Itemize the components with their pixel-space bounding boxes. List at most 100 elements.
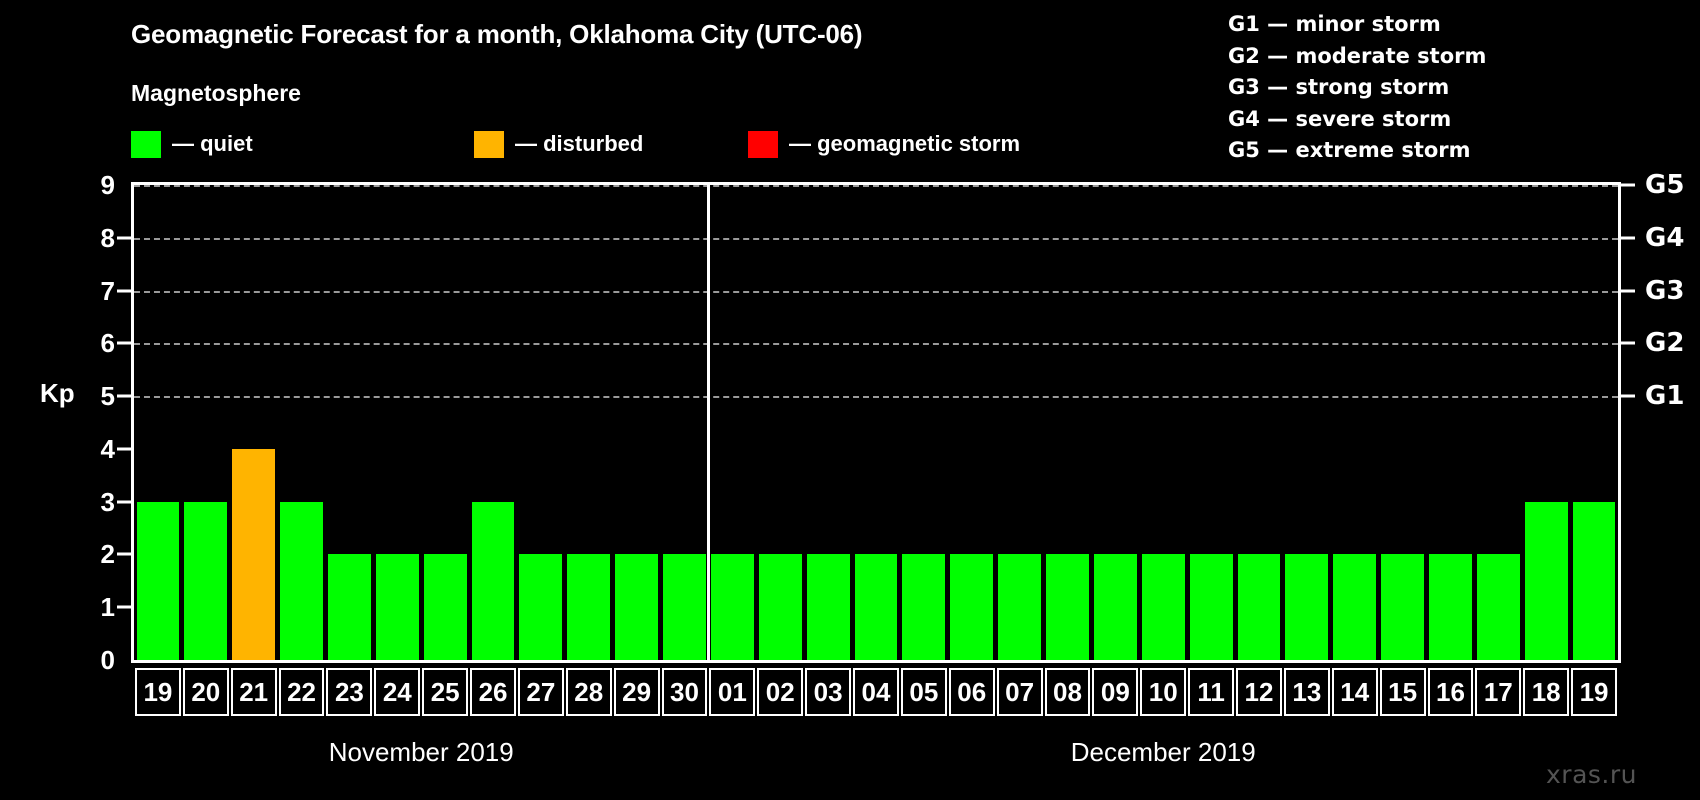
bar [136, 501, 180, 660]
y-tick-label-4: 4 [100, 433, 115, 464]
date-cell[interactable]: 27 [517, 668, 564, 716]
y-tick-label-3: 3 [100, 486, 115, 517]
bar [1572, 501, 1616, 660]
gridline-kp-9 [134, 185, 1618, 187]
date-cell[interactable]: 28 [565, 668, 612, 716]
bar [1429, 554, 1472, 660]
date-cell[interactable]: 10 [1140, 668, 1187, 716]
date-cell[interactable]: 08 [1044, 668, 1091, 716]
g-tick-mark-g5 [1621, 183, 1635, 187]
date-cell[interactable]: 12 [1236, 668, 1282, 716]
bar [1285, 554, 1329, 660]
bar [1524, 501, 1568, 660]
month-caption-november: November 2019 [328, 737, 514, 767]
date-cell[interactable]: 02 [757, 668, 804, 716]
storm-scale-row-g1: G1 — minor storm [1228, 12, 1441, 36]
date-cell[interactable]: 30 [661, 668, 708, 716]
bar [567, 554, 611, 660]
bar [519, 554, 563, 660]
bar [663, 554, 706, 660]
date-cell[interactable]: 11 [1188, 668, 1235, 716]
bar [375, 554, 419, 660]
bar [710, 554, 754, 660]
y-tick-label-6: 6 [100, 328, 115, 359]
bar [1189, 554, 1233, 660]
g-axis-label-g5: G5 [1645, 170, 1685, 200]
date-cell[interactable]: 05 [900, 668, 947, 716]
date-cell[interactable]: 20 [182, 668, 229, 716]
date-cell[interactable]: 18 [1523, 668, 1570, 716]
storm-scale-row-g5: G5 — extreme storm [1228, 138, 1471, 162]
date-cell[interactable]: 15 [1379, 668, 1426, 716]
legend-item-2: — geomagnetic storm [748, 130, 1020, 158]
bar [758, 554, 802, 660]
date-cell[interactable]: 24 [374, 668, 421, 716]
y-tick-label-0: 0 [100, 645, 115, 675]
y-tick-label-2: 2 [100, 539, 115, 570]
date-cell[interactable]: 03 [805, 668, 852, 716]
legend-item-1: — disturbed [474, 130, 643, 158]
date-cell[interactable]: 19 [135, 668, 181, 716]
watermark: xras.ru [1546, 760, 1637, 789]
date-cell[interactable]: 25 [422, 668, 469, 716]
bar [854, 554, 898, 660]
bar [902, 554, 946, 660]
y-tick-label-8: 8 [100, 222, 115, 253]
date-cell[interactable]: 06 [948, 668, 995, 716]
bar [1333, 554, 1377, 660]
page-title: Geomagnetic Forecast for a month, Oklaho… [131, 19, 863, 49]
date-cell[interactable]: 16 [1427, 668, 1474, 716]
month-divider-line [706, 185, 710, 660]
bar [1381, 554, 1424, 660]
y-tick-label-1: 1 [100, 592, 115, 623]
y-axis-title: Kp [40, 378, 75, 408]
gridline-kp-5 [134, 396, 1618, 399]
date-cell[interactable]: 01 [709, 668, 756, 716]
g-tick-mark-g1 [1621, 394, 1635, 398]
bar [1476, 554, 1520, 660]
g-axis-label-g4: G4 [1645, 222, 1685, 253]
y-tick-mark-4 [117, 447, 131, 451]
bar [232, 448, 276, 660]
date-cell[interactable]: 07 [996, 668, 1043, 716]
bar [950, 554, 994, 660]
bar [1046, 554, 1089, 660]
gridline-kp-7 [134, 290, 1618, 293]
date-cell[interactable]: 13 [1283, 668, 1330, 716]
date-cell[interactable]: 17 [1475, 668, 1522, 716]
month-caption-december: December 2019 [1070, 737, 1256, 767]
g-axis-label-g1: G1 [1645, 381, 1685, 412]
gridline-kp-6 [134, 343, 1618, 346]
bar [615, 554, 659, 660]
date-cell[interactable]: 29 [613, 668, 660, 716]
date-cell[interactable]: 09 [1092, 668, 1139, 716]
date-cell[interactable]: 26 [470, 668, 516, 716]
y-tick-label-7: 7 [100, 275, 115, 306]
y-tick-label-9: 9 [100, 170, 115, 200]
gridline-kp-8 [134, 237, 1618, 240]
date-cell[interactable]: 22 [278, 668, 325, 716]
g-tick-mark-g3 [1621, 289, 1635, 293]
bar [423, 554, 467, 660]
legend-label: — quiet [172, 131, 253, 156]
storm-scale-row-g4: G4 — severe storm [1228, 106, 1452, 131]
bar [1237, 554, 1281, 660]
date-cell[interactable]: 04 [853, 668, 899, 716]
date-cell[interactable]: 21 [230, 668, 277, 716]
bar [806, 554, 850, 660]
y-tick-mark-6 [117, 341, 131, 345]
y-tick-mark-8 [117, 236, 131, 240]
date-cell[interactable]: 14 [1331, 668, 1378, 716]
bar-series [134, 185, 1618, 660]
bar [1141, 554, 1185, 660]
g-tick-mark-g2 [1621, 341, 1635, 345]
date-cell[interactable]: 19 [1571, 668, 1617, 716]
storm-scale-row-g3: G3 — strong storm [1228, 75, 1450, 99]
date-cell[interactable]: 23 [326, 668, 373, 716]
g-tick-mark-g4 [1621, 236, 1635, 240]
legend-label: — geomagnetic storm [789, 131, 1021, 156]
storm-scale-legend: G1 — minor storm G2 — moderate storm G3 — … [1228, 9, 1486, 167]
magnetosphere-section-label: Magnetosphere [131, 80, 301, 106]
bar [998, 554, 1042, 660]
